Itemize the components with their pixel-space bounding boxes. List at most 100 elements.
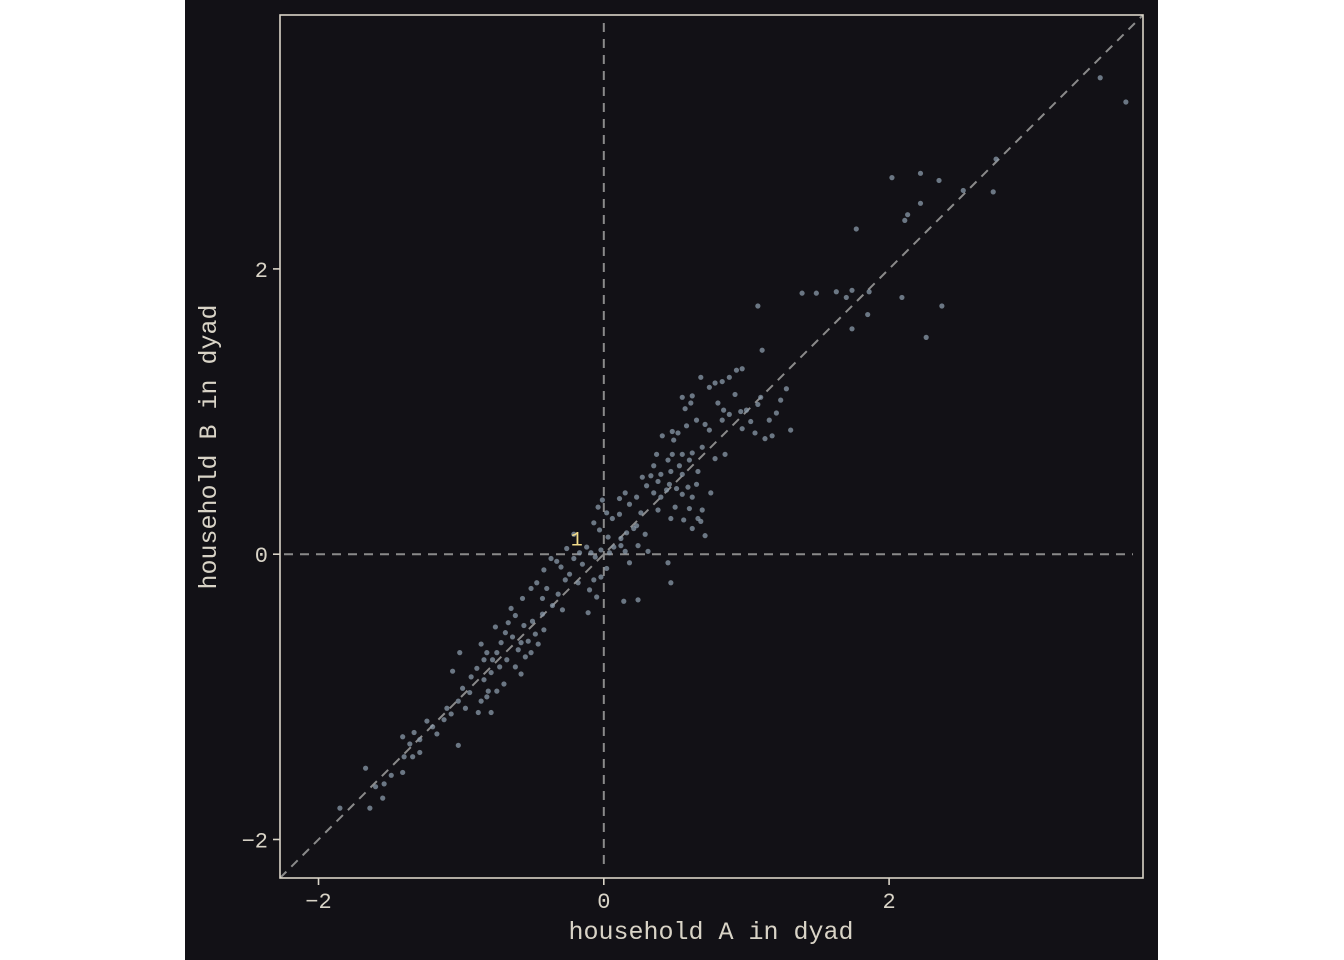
data-point-100 — [616, 495, 623, 502]
data-point-187 — [444, 705, 450, 711]
data-point-213 — [642, 531, 648, 537]
data-point-14 — [899, 294, 905, 301]
data-point-188 — [441, 717, 447, 723]
data-point-130 — [579, 561, 586, 567]
data-point-122 — [604, 565, 610, 572]
data-point-180 — [459, 685, 466, 691]
data-point-94 — [643, 483, 650, 489]
x-tick-label-2: 2 — [882, 890, 895, 915]
data-point-191 — [434, 731, 440, 737]
data-point-68 — [653, 451, 660, 457]
data-point-59 — [706, 427, 712, 433]
data-point-136 — [548, 555, 554, 562]
data-point-22 — [799, 290, 805, 296]
data-point-174 — [481, 677, 487, 683]
data-point-99 — [626, 501, 633, 507]
data-point-115 — [635, 543, 641, 549]
data-point-96 — [638, 510, 644, 516]
data-point-84 — [681, 517, 687, 523]
data-point-118 — [668, 580, 674, 586]
data-point-27 — [726, 374, 732, 380]
data-point-222 — [564, 545, 570, 552]
data-point-89 — [698, 518, 704, 524]
data-point-103 — [604, 510, 610, 516]
data-point-135 — [558, 564, 564, 570]
data-point-195 — [417, 737, 423, 743]
data-point-83 — [672, 504, 678, 510]
data-point-165 — [497, 664, 503, 670]
data-point-66 — [665, 457, 671, 463]
data-point-70 — [679, 471, 685, 477]
data-point-105 — [595, 504, 601, 510]
data-point-159 — [515, 647, 521, 653]
data-point-0 — [1123, 99, 1129, 105]
data-point-16 — [865, 311, 871, 318]
data-point-33 — [778, 397, 784, 403]
data-point-78 — [679, 491, 685, 497]
data-point-93 — [651, 490, 657, 496]
data-point-34 — [773, 410, 780, 416]
data-point-116 — [645, 548, 651, 554]
data-point-63 — [722, 451, 728, 457]
data-point-212 — [618, 543, 624, 549]
data-point-49 — [688, 400, 694, 406]
data-point-112 — [631, 525, 637, 532]
data-point-149 — [521, 622, 527, 629]
data-point-214 — [655, 507, 661, 513]
data-point-119 — [635, 597, 641, 603]
data-point-215 — [663, 487, 670, 493]
y-axis-title: household B in dyad — [195, 304, 224, 589]
data-point-173 — [494, 688, 500, 694]
data-point-206 — [372, 784, 379, 790]
data-point-44 — [738, 408, 744, 415]
data-point-175 — [474, 665, 480, 671]
data-point-109 — [611, 544, 617, 550]
data-point-7 — [917, 200, 924, 206]
data-point-183 — [475, 709, 481, 716]
data-point-52 — [693, 417, 700, 423]
data-point-123 — [606, 550, 613, 556]
data-point-192 — [488, 709, 494, 716]
data-point-126 — [588, 550, 594, 556]
data-point-48 — [689, 393, 695, 399]
data-point-141 — [534, 580, 540, 586]
data-point-25 — [739, 366, 745, 372]
data-point-88 — [699, 507, 705, 513]
y-tick-label-2: 2 — [255, 259, 268, 284]
data-point-38 — [762, 436, 768, 442]
data-point-113 — [622, 548, 628, 554]
data-point-75 — [655, 478, 661, 485]
data-point-35 — [758, 394, 764, 400]
data-point-181 — [457, 650, 463, 656]
data-point-57 — [671, 437, 677, 443]
x-tick-label-0: −2 — [305, 890, 331, 915]
data-point-12 — [939, 303, 945, 309]
data-point-19 — [833, 289, 839, 295]
data-point-210 — [585, 610, 591, 616]
data-point-171 — [518, 671, 524, 677]
data-point-219 — [743, 407, 750, 413]
data-point-179 — [467, 689, 473, 696]
data-point-53 — [683, 423, 690, 429]
data-point-193 — [484, 694, 490, 700]
data-point-47 — [719, 417, 725, 423]
x-tick-label-1: 0 — [597, 890, 610, 915]
data-point-169 — [488, 669, 494, 676]
data-point-208 — [367, 805, 373, 811]
data-point-184 — [462, 705, 469, 711]
data-point-158 — [535, 641, 541, 647]
data-point-196 — [411, 729, 417, 736]
data-point-110 — [618, 535, 624, 542]
data-point-145 — [528, 585, 534, 592]
data-points — [337, 75, 1129, 811]
data-point-17 — [849, 287, 855, 293]
data-point-201 — [401, 754, 407, 760]
data-point-226 — [481, 657, 487, 663]
data-point-202 — [400, 769, 406, 776]
data-point-102 — [609, 515, 615, 522]
data-point-198 — [400, 734, 406, 740]
data-point-154 — [518, 640, 524, 646]
data-point-81 — [689, 494, 695, 500]
data-point-203 — [388, 772, 394, 778]
